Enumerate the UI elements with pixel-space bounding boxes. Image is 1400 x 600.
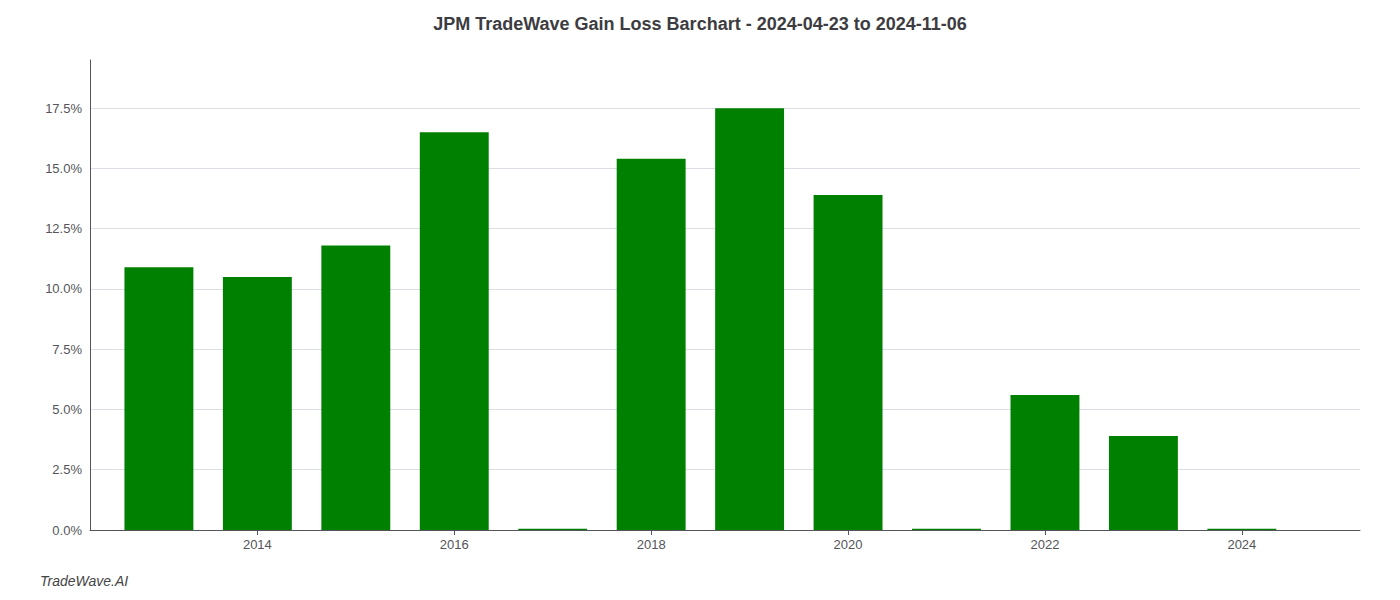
svg-text:2016: 2016 bbox=[440, 537, 469, 552]
svg-text:15.0%: 15.0% bbox=[45, 161, 82, 176]
svg-text:2022: 2022 bbox=[1031, 537, 1060, 552]
svg-text:2020: 2020 bbox=[834, 537, 863, 552]
svg-text:7.5%: 7.5% bbox=[52, 342, 82, 357]
svg-text:2.5%: 2.5% bbox=[52, 462, 82, 477]
svg-text:TradeWave.AI: TradeWave.AI bbox=[40, 573, 128, 589]
svg-text:2014: 2014 bbox=[243, 537, 272, 552]
svg-text:2018: 2018 bbox=[637, 537, 666, 552]
svg-text:17.5%: 17.5% bbox=[45, 101, 82, 116]
svg-text:0.0%: 0.0% bbox=[52, 523, 82, 538]
svg-text:5.0%: 5.0% bbox=[52, 402, 82, 417]
svg-text:12.5%: 12.5% bbox=[45, 221, 82, 236]
svg-text:2024: 2024 bbox=[1227, 537, 1256, 552]
svg-text:JPM TradeWave Gain Loss Barcha: JPM TradeWave Gain Loss Barchart - 2024-… bbox=[433, 14, 967, 34]
svg-text:10.0%: 10.0% bbox=[45, 281, 82, 296]
